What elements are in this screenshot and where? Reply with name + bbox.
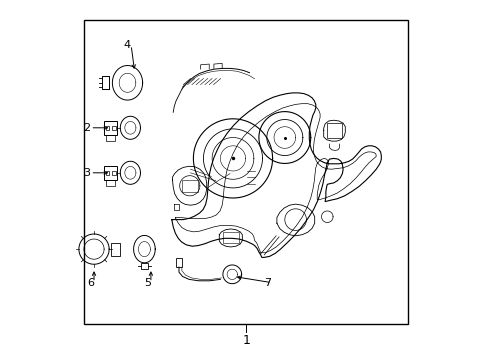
Bar [104,166,117,180]
Bar [141,263,147,269]
Bar [105,126,109,130]
Text: 2: 2 [83,123,90,133]
Bar [84,20,407,324]
Text: 5: 5 [143,278,150,288]
Bar [104,121,117,135]
Text: 3: 3 [83,168,90,178]
Bar [182,180,197,192]
Bar [112,126,115,130]
Bar [326,123,342,138]
Bar [110,243,120,256]
Bar [105,171,109,175]
Text: 4: 4 [123,40,131,50]
Text: 1: 1 [242,334,250,347]
Bar [176,258,182,267]
Bar [106,180,115,186]
Text: 7: 7 [264,278,271,288]
Bar [112,171,115,175]
Bar [223,232,238,243]
Bar [106,135,115,141]
Text: 6: 6 [87,278,94,288]
